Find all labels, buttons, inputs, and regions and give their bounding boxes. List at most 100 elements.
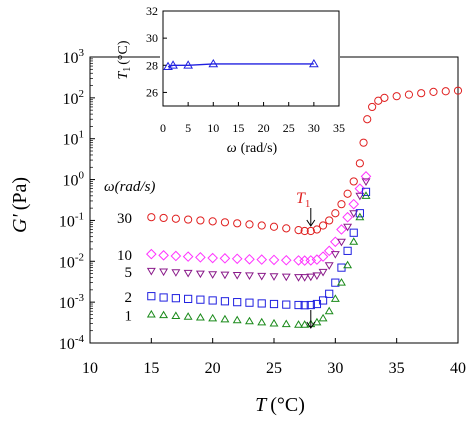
data-point [219, 253, 231, 264]
data-point [360, 171, 372, 182]
data-point [233, 219, 242, 228]
data-point [256, 254, 268, 265]
data-point [159, 213, 168, 223]
data-point [182, 251, 194, 262]
data-point [318, 221, 328, 230]
main-y-tick-label: 10-3 [59, 292, 85, 312]
data-point [343, 223, 353, 232]
data-point [282, 224, 291, 233]
data-point [361, 187, 371, 196]
data-point [324, 262, 334, 270]
data-point [318, 296, 328, 305]
main-y-axis-symbol: G' [9, 214, 31, 233]
main-y-axis-unit: (Pa) [9, 177, 31, 210]
data-point [196, 216, 205, 225]
data-point [361, 191, 371, 199]
data-point [330, 294, 340, 302]
data-point [257, 299, 266, 308]
data-point [184, 294, 193, 304]
data-point [300, 226, 309, 236]
inset-y-tick-label: 30 [146, 31, 158, 45]
arrow-t1-bottom-head [306, 321, 316, 329]
data-point [232, 315, 242, 324]
data-point [147, 213, 156, 222]
data-point [233, 298, 242, 307]
main-y-tick-base: 10 [59, 213, 75, 230]
data-point [171, 214, 180, 223]
t1-arrows [306, 208, 316, 329]
data-point [429, 87, 438, 96]
data-point [294, 320, 304, 328]
data-point [417, 89, 426, 98]
data-point [300, 274, 310, 282]
data-point [300, 320, 310, 328]
data-point [220, 297, 230, 306]
data-point [220, 271, 230, 280]
inset-data-point [208, 58, 219, 68]
t1-annotation-subscript: 1 [305, 198, 311, 210]
data-point [453, 86, 463, 95]
main-x-tick-label: 40 [450, 360, 466, 377]
data-point [349, 237, 359, 245]
data-point [318, 313, 328, 322]
main-y-tick-label: 10-4 [59, 333, 85, 353]
inset-x-axis-symbol: ω [227, 141, 237, 156]
data-point [184, 215, 193, 224]
main-series [146, 86, 463, 328]
inset-series [163, 58, 319, 70]
data-point [336, 278, 346, 286]
data-point [280, 254, 292, 266]
data-point [208, 296, 217, 305]
data-point [269, 222, 279, 231]
main-chart: 10 15 20 25 30 35 4010310210110010-110-210-310… [9, 47, 466, 416]
main-x-tick-label: 20 [205, 360, 221, 377]
inset-axis-ticks [162, 10, 340, 106]
inset-line [167, 63, 314, 68]
data-point [146, 267, 156, 276]
main-y-axis-title: G' (Pa) [9, 177, 31, 233]
data-point [355, 209, 364, 218]
data-point [244, 316, 254, 325]
data-point [147, 292, 156, 301]
series-label-5: 5 [125, 265, 133, 281]
data-point [306, 300, 315, 310]
data-point [269, 299, 279, 309]
data-point [343, 260, 353, 269]
data-point [312, 317, 322, 326]
data-point [349, 228, 358, 237]
data-point [348, 198, 360, 210]
data-point [281, 319, 291, 328]
series-label-2: 2 [125, 290, 133, 306]
data-point [208, 313, 218, 322]
inset-x-axis-title: ω (rad/s) [227, 141, 278, 156]
inset-y-tick-label: 26 [146, 85, 158, 99]
data-point [331, 209, 340, 218]
data-point [363, 115, 372, 124]
data-point [159, 268, 169, 277]
series-label-30: 30 [117, 211, 132, 227]
data-point [146, 248, 157, 260]
data-point [171, 269, 181, 277]
main-y-tick-label: 103 [63, 47, 85, 67]
data-point [361, 178, 371, 187]
inset-x-tick-label: 20 [258, 121, 270, 135]
data-point [392, 92, 401, 101]
inset-x-tick-label: 0 [160, 121, 166, 135]
main-x-tick-label: 10 [82, 360, 98, 377]
data-point [404, 90, 414, 99]
inset-data-point [168, 60, 178, 69]
main-y-tick-base: 10 [63, 50, 79, 67]
t1-annotation-symbol: T [296, 190, 306, 207]
data-point [349, 177, 358, 186]
main-y-tick-exponent: -1 [75, 210, 84, 222]
data-point [146, 309, 156, 318]
main-y-tick-base: 10 [63, 91, 79, 108]
data-point [312, 225, 322, 234]
data-point [281, 273, 291, 282]
main-x-axis-symbol: T [255, 394, 268, 416]
inset-chart: 0 5 10 15 20 25 30 35 26 28 30 32 T1 (°C) ω (rad/s) [116, 4, 345, 156]
series-label-10: 10 [117, 248, 132, 264]
series-2 [147, 187, 371, 310]
data-point [293, 255, 304, 266]
